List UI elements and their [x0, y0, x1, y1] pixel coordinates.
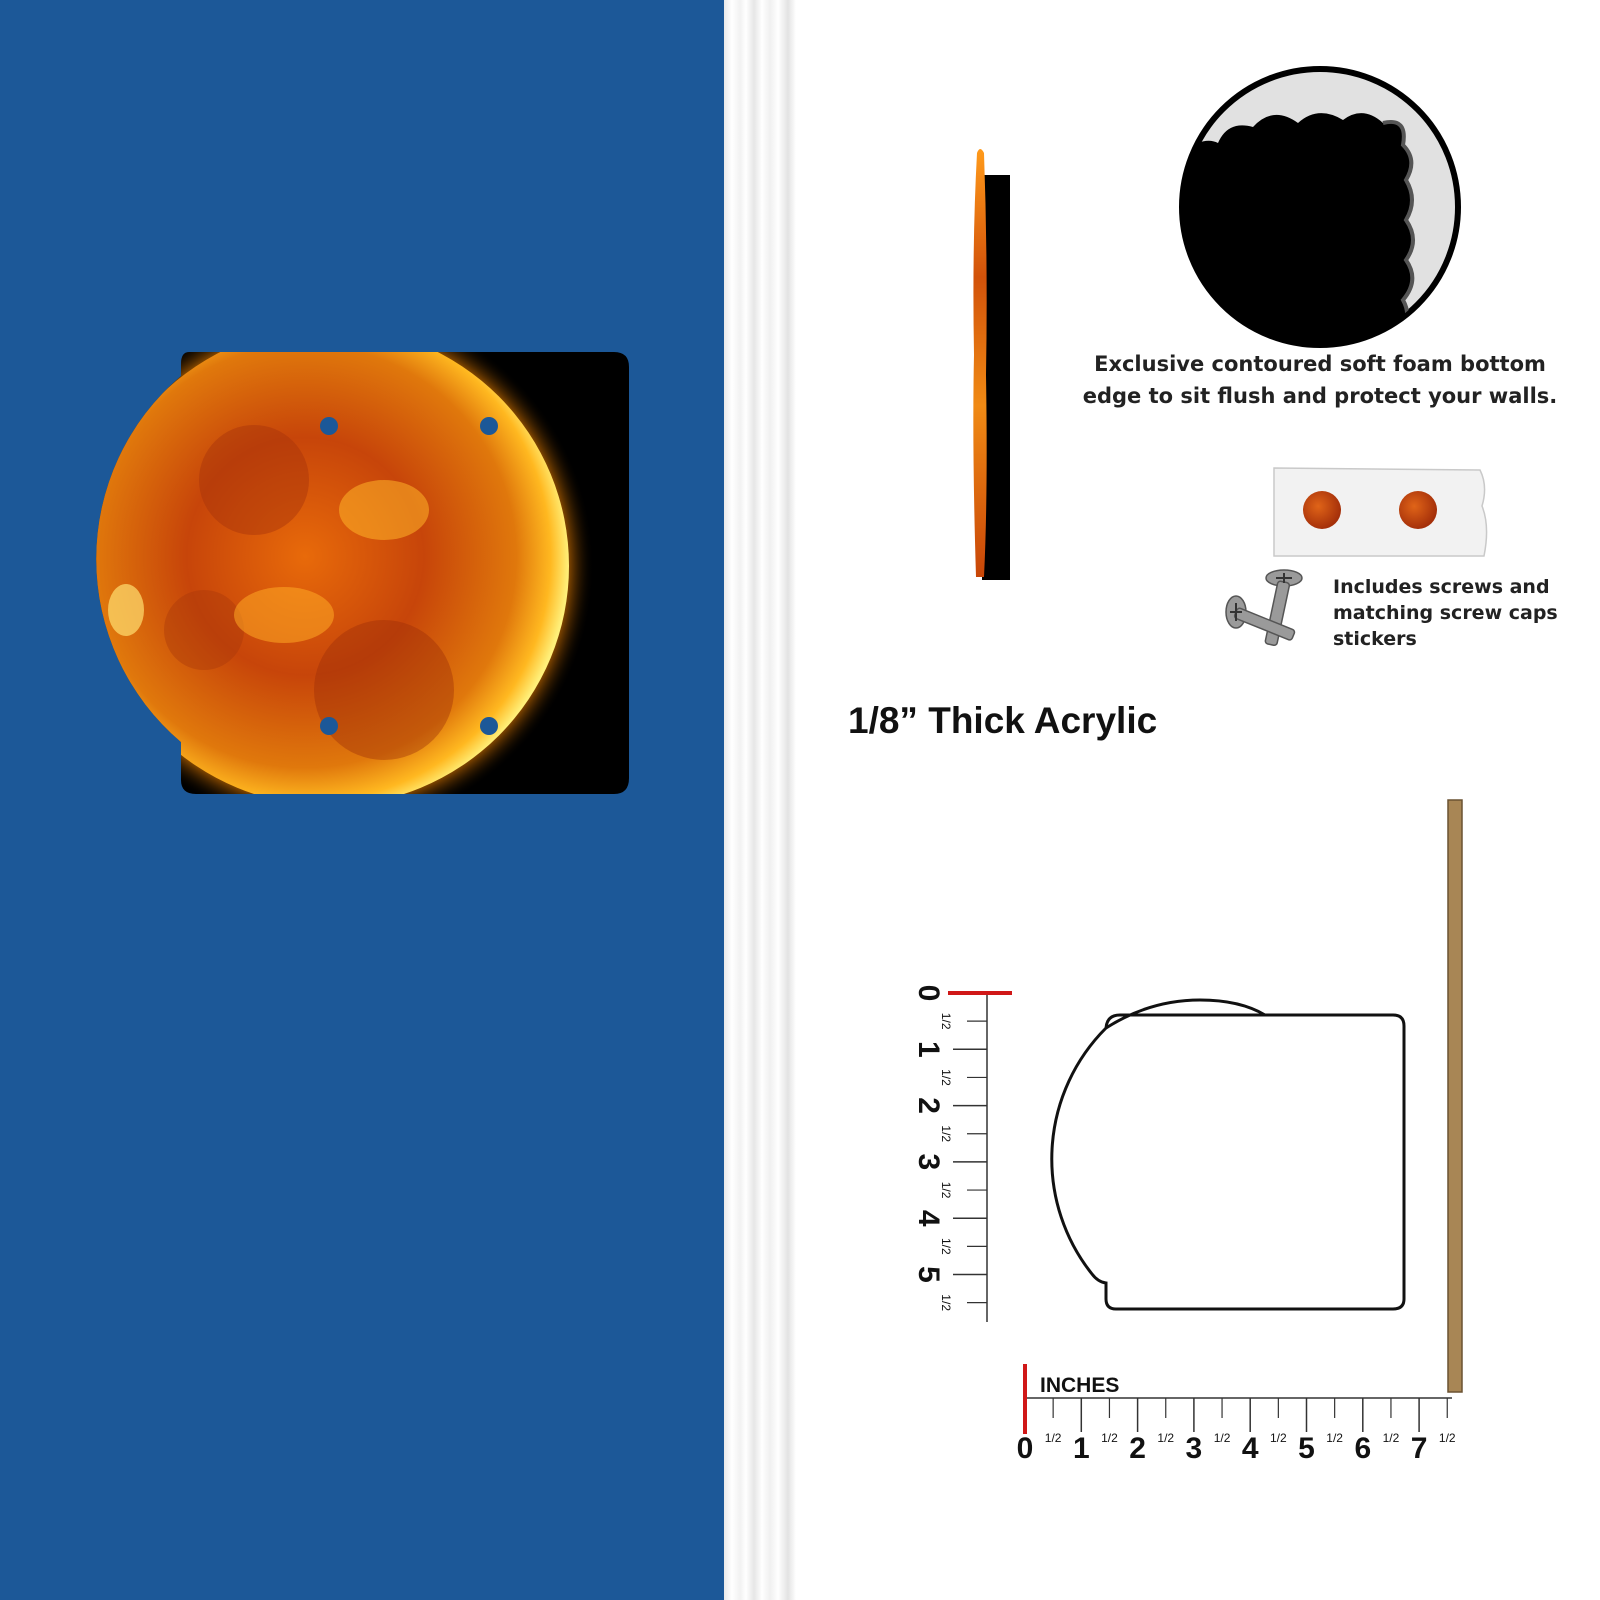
side-profile-bar	[1447, 799, 1463, 1393]
v-major-label: 0	[912, 985, 945, 1002]
v-half-label: 1/2	[939, 1238, 953, 1255]
v-major-label: 4	[912, 1210, 945, 1227]
foam-caption: Exclusive contoured soft foam bottom edg…	[1082, 352, 1558, 408]
h-major-label: 5	[1298, 1432, 1315, 1465]
screws-caption: Includes screws and matching screw caps …	[1333, 576, 1558, 650]
door-trim	[724, 0, 796, 1600]
sun-wall-plate	[96, 352, 630, 794]
v-half-label: 1/2	[939, 1182, 953, 1199]
horizontal-ruler: 0 1/2 1 1/2 2 1/2 3 1/2 4 1/2 5 1/2 6 1/2 7 1/2	[1017, 1398, 1456, 1465]
h-major-label: 7	[1411, 1432, 1428, 1465]
v-major-label: 2	[912, 1097, 945, 1114]
screw-cap-stickers	[1273, 467, 1488, 557]
plate-edge-view	[973, 149, 1010, 580]
units-label: INCHES	[1040, 1374, 1119, 1397]
v-half-label: 1/2	[939, 1294, 953, 1311]
v-half-label: 1/2	[939, 1069, 953, 1086]
thickness-label: 1/8” Thick Acrylic	[848, 700, 1158, 741]
v-half-label: 1/2	[939, 1125, 953, 1142]
h-half-label: 1/2	[1214, 1431, 1231, 1445]
h-major-label: 2	[1129, 1432, 1146, 1465]
h-major-label: 3	[1186, 1432, 1203, 1465]
h-half-label: 1/2	[1326, 1431, 1343, 1445]
v-half-label: 1/2	[939, 1013, 953, 1030]
screws-icon	[1225, 569, 1303, 647]
v-major-label: 3	[912, 1154, 945, 1171]
foam-edge-detail	[1179, 66, 1461, 348]
h-major-label: 4	[1242, 1432, 1259, 1465]
h-half-label: 1/2	[1045, 1431, 1062, 1445]
plate-outline	[1050, 1013, 1406, 1311]
h-major-label: 1	[1073, 1432, 1090, 1465]
vertical-ruler: 0 1/2 1 1/2 2 1/2 3 1/2 4 1/2 5 1/2	[912, 985, 987, 1311]
h-half-label: 1/2	[1439, 1431, 1456, 1445]
h-major-label: 6	[1354, 1432, 1371, 1465]
v-major-label: 5	[912, 1266, 945, 1283]
h-half-label: 1/2	[1101, 1431, 1118, 1445]
h-half-label: 1/2	[1157, 1431, 1174, 1445]
v-major-label: 1	[912, 1041, 945, 1058]
h-major-label: 0	[1017, 1432, 1034, 1465]
h-half-label: 1/2	[1383, 1431, 1400, 1445]
wall-background	[0, 0, 724, 1600]
h-half-label: 1/2	[1270, 1431, 1287, 1445]
